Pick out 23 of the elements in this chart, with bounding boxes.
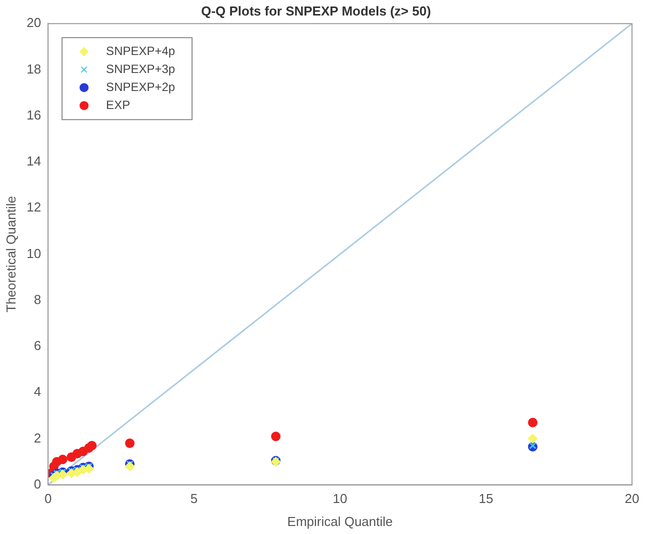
- y-tick-label: 12: [26, 200, 42, 215]
- x-tick-label: 20: [624, 491, 640, 506]
- y-axis-title: Theoretical Quantile: [3, 196, 18, 312]
- x-axis-title: Empirical Quantile: [287, 514, 393, 529]
- y-tick-label: 6: [34, 338, 42, 354]
- legend-label: EXP: [106, 98, 130, 112]
- chart-title: Q-Q Plots for SNPEXP Models (z> 50): [201, 3, 431, 18]
- legend-label: SNPEXP+3p: [106, 62, 176, 76]
- legend-label: SNPEXP+2p: [106, 80, 176, 94]
- y-tick-label: 18: [26, 61, 42, 76]
- y-tick-label: 2: [34, 430, 42, 446]
- x-tick-label: 10: [332, 491, 348, 506]
- y-tick-label: 10: [26, 246, 42, 261]
- y-tick-label: 14: [26, 154, 42, 169]
- y-tick-label: 20: [26, 15, 42, 30]
- y-tick-label: 0: [34, 476, 42, 492]
- x-tick-label: 0: [44, 491, 52, 506]
- x-tick-label: 15: [478, 491, 494, 506]
- y-tick-label: 4: [34, 384, 42, 400]
- legend-label: SNPEXP+4p: [106, 44, 176, 58]
- y-tick-label: 16: [26, 107, 42, 122]
- x-tick-label: 5: [190, 491, 198, 506]
- y-tick-label: 8: [34, 292, 42, 307]
